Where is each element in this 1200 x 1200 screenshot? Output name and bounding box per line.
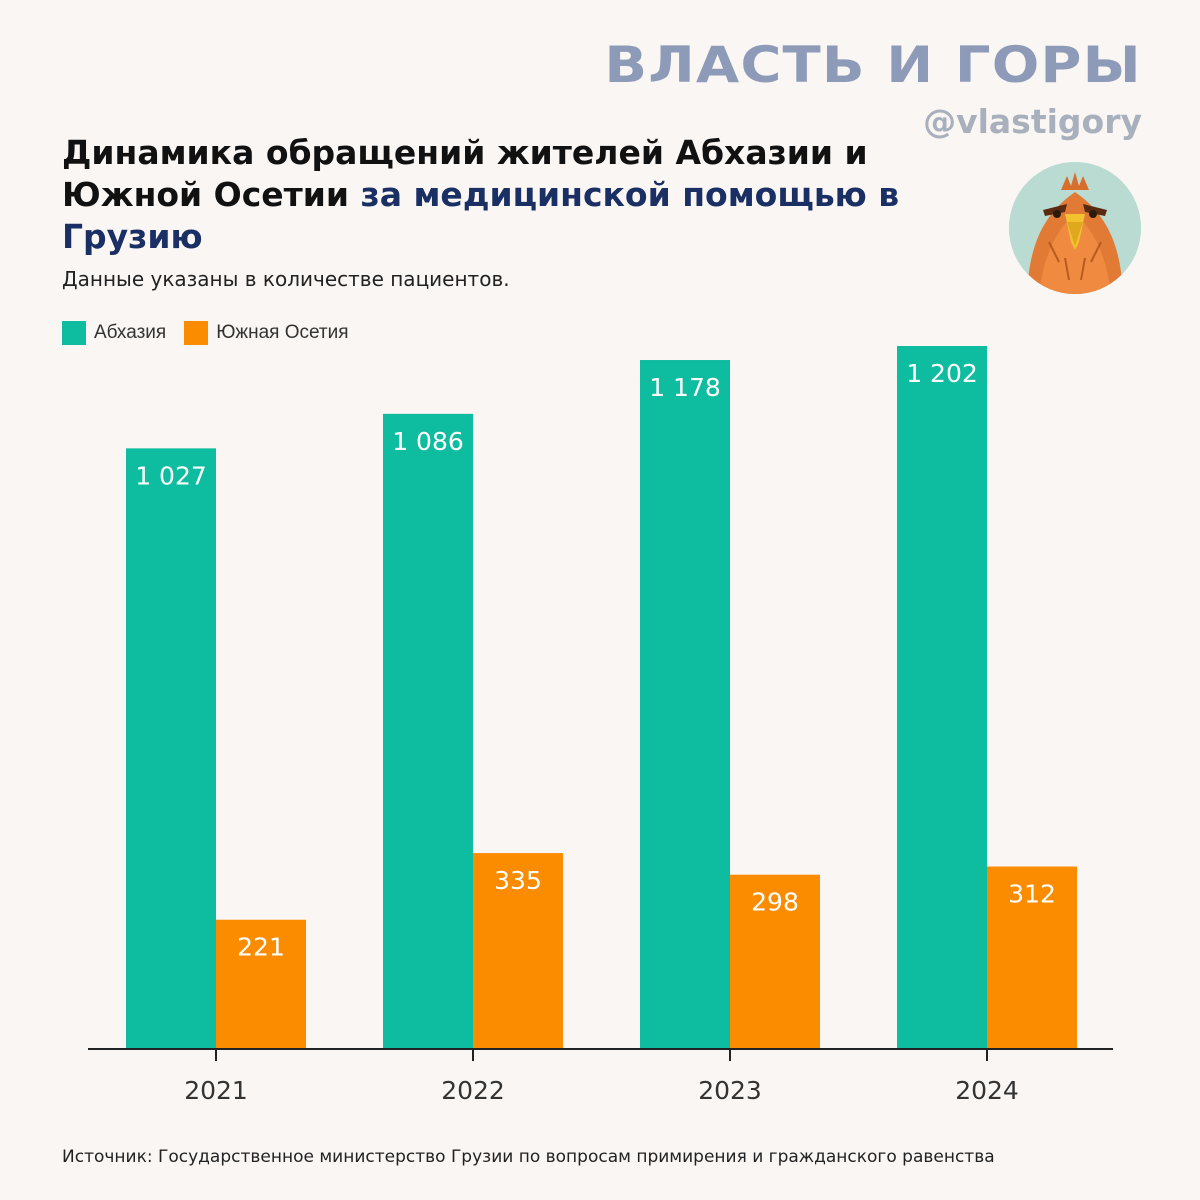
data-label-south-ossetia-2023: 298 [751,888,799,917]
legend-item-south-ossetia: Южная Осетия [184,321,349,345]
bar-south-ossetia-2022 [473,853,563,1049]
brand-title: ВЛАСТЬ И ГОРЫ [604,36,1142,94]
legend-label-abkhazia: Абхазия [94,322,167,343]
data-label-abkhazia-2024: 1 202 [906,359,978,388]
chart-title: Динамика обращений жителей Абхазии и Южн… [62,132,962,258]
legend: Абхазия Южная Осетия [62,321,349,345]
bar-abkhazia-2024 [897,346,987,1049]
x-tick-label-2023: 2023 [698,1076,762,1105]
bar-south-ossetia-2021 [216,919,306,1049]
bar-south-ossetia-2023 [730,874,820,1049]
data-label-south-ossetia-2022: 335 [494,866,542,895]
bar-abkhazia-2022 [383,413,473,1049]
data-label-abkhazia-2022: 1 086 [392,427,464,456]
title-part-highlight: за медицинской помощью в Грузию [62,175,900,256]
legend-label-south-ossetia: Южная Осетия [216,322,349,343]
legend-swatch-south-ossetia [184,321,209,345]
legend-swatch-abkhazia [62,321,86,345]
bar-south-ossetia-2024 [987,866,1077,1049]
legend-item-abkhazia: Абхазия [62,321,166,345]
brand-handle: @vlastigory [923,102,1142,141]
x-tick-label-2022: 2022 [441,1076,505,1105]
source-note: Источник: Государственное министерство Г… [62,1147,995,1167]
bar-abkhazia-2021 [126,448,216,1050]
chart-subtitle: Данные указаны в количестве пациентов. [62,267,510,291]
x-tick-label-2021: 2021 [184,1076,248,1105]
bar-abkhazia-2023 [640,360,730,1049]
data-label-abkhazia-2023: 1 178 [649,373,721,402]
data-label-abkhazia-2021: 1 027 [135,461,207,490]
data-label-south-ossetia-2024: 312 [1008,880,1056,909]
x-tick-label-2024: 2024 [955,1076,1019,1105]
title-part-black: Динамика обращений жителей Абхазии и Южн… [62,133,868,214]
eagle-avatar-icon [1009,162,1141,294]
data-label-south-ossetia-2021: 221 [237,933,285,962]
